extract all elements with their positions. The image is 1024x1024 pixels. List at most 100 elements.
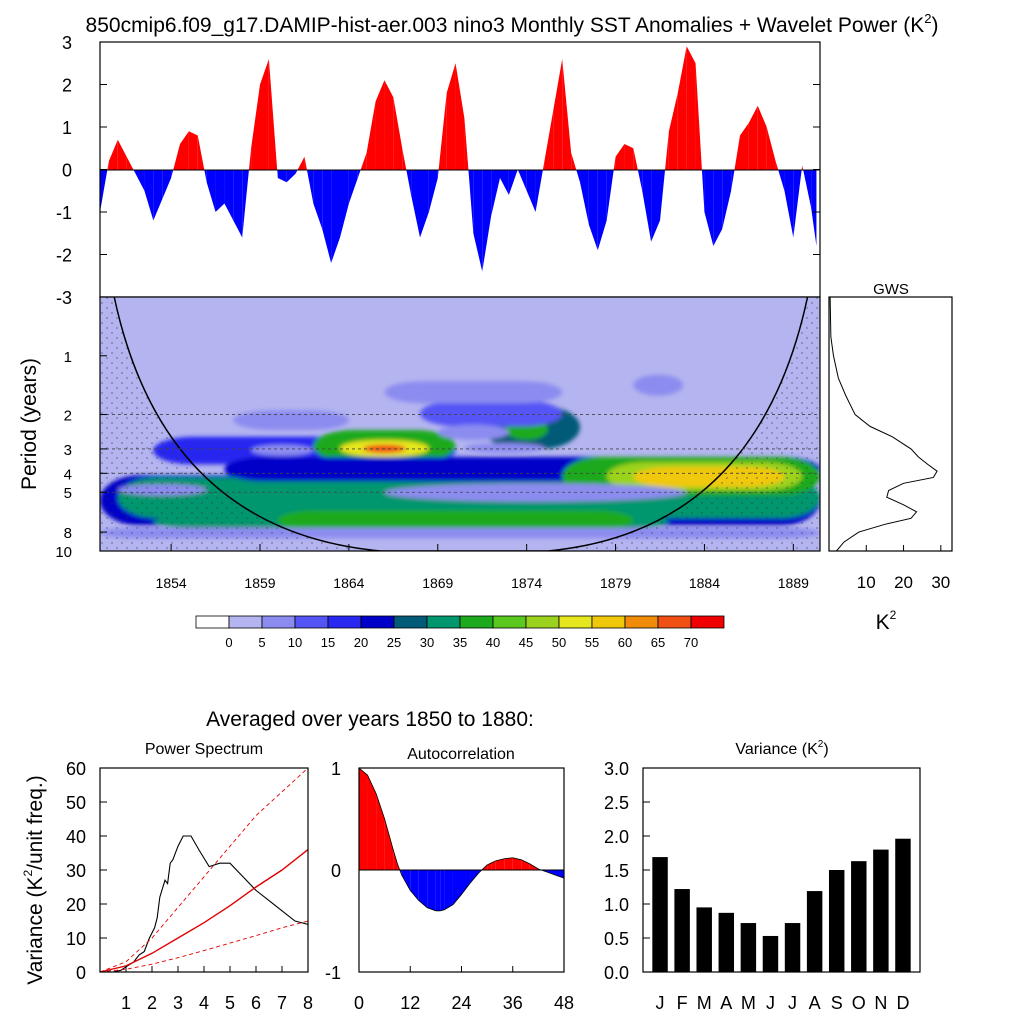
- power-spectrum-y-tick-label: 20: [66, 895, 86, 915]
- autocorrelation-segment: [427, 870, 436, 911]
- sst-anomaly-segment: [748, 105, 758, 170]
- colorbar-label: 20: [354, 635, 368, 650]
- colorbar-label: 25: [387, 635, 401, 650]
- autocorrelation-segment: [470, 870, 479, 884]
- autocorrelation-x-axis: 0 12 24 36 48: [354, 966, 574, 1013]
- autocorrelation-line: [358, 767, 565, 912]
- sst-anomaly-segment: [286, 169, 296, 183]
- sst-anomaly-segment: [357, 169, 361, 178]
- sst-anomaly-segment: [188, 131, 198, 170]
- sst-anomaly-segment: [757, 105, 767, 170]
- monthly-variance-x-tick-label: F: [677, 993, 688, 1013]
- sst-anomaly-segment: [313, 169, 323, 229]
- monthly-variance-bar: [674, 889, 690, 972]
- sst-anomaly-segment: [144, 169, 154, 221]
- sst-anomaly-segment: [375, 80, 385, 170]
- wavelet-y-axis: 1 2 3 4 5 8 10: [55, 349, 107, 561]
- monthly-variance-x-tick-label: A: [720, 993, 732, 1013]
- wavelet-y-label: Period (years): [18, 358, 41, 490]
- monthly-variance-bar: [828, 870, 845, 972]
- monthly-variance-x-tick-label: M: [697, 993, 712, 1013]
- sst-anomaly-segment: [740, 122, 749, 170]
- wavelet-panel: 1 2 3 4 5 8 10 1854 1859 1864 1869 1874 1879 1884 188…: [18, 296, 821, 591]
- sst-anomaly-segment: [526, 169, 536, 212]
- sst-anomaly-segment: [508, 169, 518, 195]
- figure-title: 850cmip6.f09_g17.DAMIP-hist-aer.003 nino…: [86, 11, 939, 37]
- sst-anomaly-segment: [331, 169, 340, 263]
- monthly-variance-y-axis: 0.0 0.5 1.0 1.5 2.0 2.5 3.0: [604, 759, 650, 983]
- monthly-variance-bar: [895, 838, 911, 972]
- power-spectrum-y-tick-label: 40: [66, 827, 86, 847]
- wavelet-x-tick-label: 1864: [333, 575, 364, 591]
- sst-anomaly-segment: [660, 169, 666, 221]
- autocorrelation-segment: [546, 870, 556, 876]
- monthly-variance-bar: [873, 849, 889, 972]
- power-spectrum-red-dashed-upper-line: [99, 767, 309, 973]
- sst-anomaly-segment: [784, 169, 794, 238]
- colorbar-label: 70: [684, 635, 698, 650]
- autocorrelation-segment: [521, 859, 530, 870]
- sst-anomaly-segment: [588, 169, 598, 251]
- sst-anomaly-segment: [133, 169, 136, 174]
- power-spectrum-frame: [99, 767, 309, 973]
- sst-anomaly-segment: [642, 169, 652, 242]
- sst-anomaly-segment: [802, 165, 804, 170]
- sst-anomaly-segment: [491, 169, 500, 217]
- monthly-variance-x-tick-label: N: [874, 993, 887, 1013]
- autocorrelation-segment: [512, 857, 522, 870]
- sst-anomaly-segment: [606, 169, 614, 221]
- sst-anomaly-segment: [268, 59, 278, 170]
- sst-anomaly-segment: [597, 169, 607, 251]
- sst-anomaly-segment: [811, 169, 817, 246]
- sst-anomaly-segment: [117, 139, 127, 170]
- power-spectrum-red-dashed-lower-line: [99, 920, 309, 973]
- sst-anomaly-segment: [322, 169, 332, 263]
- monthly-variance-bar: [718, 912, 735, 972]
- wavelet-contour-region: [384, 483, 687, 502]
- colorbar-label: 55: [585, 635, 599, 650]
- power-spectrum-y-tick-label: 50: [66, 793, 86, 813]
- autocorrelation-segment: [384, 819, 394, 870]
- colorbar-swatch: [360, 615, 395, 629]
- autocorrelation-segment: [418, 870, 428, 908]
- sst-anomaly-segment: [544, 110, 554, 170]
- sst-anomaly-segment: [686, 46, 696, 170]
- autocorrelation-segment: [435, 870, 441, 911]
- sst-anomaly-segment: [473, 169, 483, 272]
- sst-anomaly-segment: [420, 169, 429, 238]
- sst-anomaly-segment: [766, 127, 776, 170]
- wavelet-contour-region: [251, 444, 314, 456]
- colorbar-swatch: [327, 615, 362, 629]
- sst-anomaly-segment: [348, 169, 358, 204]
- sst-anomaly-segment: [393, 97, 403, 170]
- sst-anomaly-segment: [613, 156, 616, 170]
- gws-title: GWS: [873, 281, 909, 298]
- sst-anomaly-segment: [793, 169, 802, 238]
- monthly-variance-x-tick-label: J: [656, 993, 665, 1013]
- sst-anomaly-segment: [224, 169, 234, 221]
- sst-anomaly-segment: [340, 169, 349, 238]
- wavelet-frame: [99, 296, 821, 552]
- sst-anomaly-segment: [455, 63, 465, 170]
- sst-anomaly-segment: [135, 169, 145, 191]
- monthly-variance-x-tick-label: M: [741, 993, 756, 1013]
- sst-y-tick-label: -2: [56, 246, 72, 266]
- colorbar-swatch: [426, 615, 461, 629]
- monthly-variance-bar: [740, 923, 757, 972]
- wavelet-x-tick-label: 1884: [689, 575, 720, 591]
- power-spectrum-y-tick-label: 0: [76, 963, 86, 983]
- power-spectrum-x-tick-label: 2: [147, 993, 157, 1013]
- sst-anomaly-segment: [576, 169, 580, 183]
- sst-anomaly-segment: [100, 169, 108, 212]
- sst-anomaly-segment: [731, 169, 735, 191]
- autocorrelation-y-axis: 1 0 -1: [325, 759, 366, 983]
- power-spectrum-x-tick-label: 6: [251, 993, 261, 1013]
- colorbar-swatch: [657, 615, 692, 629]
- sst-anomaly-segment: [233, 169, 243, 238]
- wavelet-x-tick-label: 1879: [600, 575, 631, 591]
- sst-anomaly-segment: [713, 169, 723, 246]
- monthly-variance-y-tick-label: 2.0: [604, 827, 629, 847]
